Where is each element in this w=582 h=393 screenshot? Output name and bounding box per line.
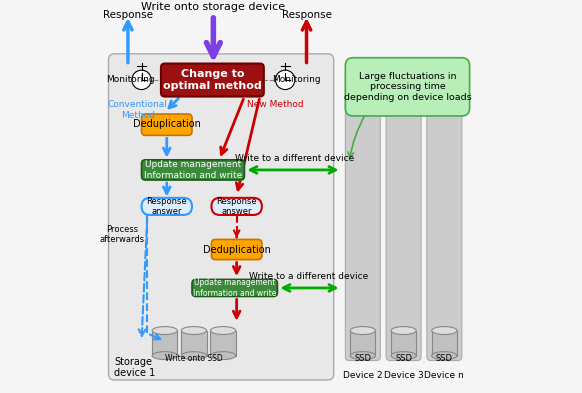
FancyBboxPatch shape <box>427 70 462 360</box>
FancyBboxPatch shape <box>141 198 192 215</box>
Text: Write onto SSD: Write onto SSD <box>165 354 223 363</box>
Text: Device 3: Device 3 <box>384 371 424 380</box>
Text: Write onto storage device: Write onto storage device <box>141 2 285 12</box>
FancyBboxPatch shape <box>211 331 236 356</box>
Text: Monitoring: Monitoring <box>106 75 154 84</box>
FancyBboxPatch shape <box>192 279 278 296</box>
Text: Write to a different device: Write to a different device <box>235 154 354 163</box>
Ellipse shape <box>211 327 236 334</box>
Text: SSD: SSD <box>395 354 412 363</box>
Text: Large fluctuations in
processing time
depending on device loads: Large fluctuations in processing time de… <box>343 72 471 102</box>
FancyBboxPatch shape <box>345 70 380 360</box>
Text: Response
answer: Response answer <box>217 197 257 216</box>
Circle shape <box>275 70 295 90</box>
Text: Device n: Device n <box>424 371 464 380</box>
Text: Write to a different device: Write to a different device <box>249 272 368 281</box>
Text: Response: Response <box>103 10 153 20</box>
Ellipse shape <box>391 327 416 334</box>
FancyBboxPatch shape <box>182 331 207 356</box>
Text: SSD: SSD <box>354 354 371 363</box>
FancyBboxPatch shape <box>211 239 262 260</box>
FancyBboxPatch shape <box>350 331 375 356</box>
Text: Device 2: Device 2 <box>343 371 382 380</box>
Ellipse shape <box>152 352 178 360</box>
Circle shape <box>132 70 151 90</box>
FancyBboxPatch shape <box>432 331 457 356</box>
FancyBboxPatch shape <box>141 160 244 180</box>
Text: Deduplication: Deduplication <box>133 119 201 130</box>
Text: Deduplication: Deduplication <box>203 244 271 255</box>
Text: Storage
device 1: Storage device 1 <box>114 357 155 378</box>
Text: Response: Response <box>282 10 332 20</box>
FancyBboxPatch shape <box>391 331 416 356</box>
Text: New Method: New Method <box>247 101 304 109</box>
Ellipse shape <box>432 352 457 360</box>
Text: Monitoring: Monitoring <box>272 75 321 84</box>
Text: Update management
Information and write: Update management Information and write <box>193 278 276 298</box>
Ellipse shape <box>211 352 236 360</box>
Ellipse shape <box>432 327 457 334</box>
FancyBboxPatch shape <box>141 114 192 135</box>
Text: Response
answer: Response answer <box>147 197 187 216</box>
Text: SSD: SSD <box>436 354 453 363</box>
FancyBboxPatch shape <box>345 58 470 116</box>
Ellipse shape <box>350 327 375 334</box>
Ellipse shape <box>391 352 416 360</box>
Ellipse shape <box>350 352 375 360</box>
FancyBboxPatch shape <box>211 198 262 215</box>
Text: Conventional
Method: Conventional Method <box>108 101 168 120</box>
FancyBboxPatch shape <box>108 54 333 380</box>
Ellipse shape <box>182 327 207 334</box>
FancyBboxPatch shape <box>152 331 178 356</box>
FancyBboxPatch shape <box>161 64 264 97</box>
FancyBboxPatch shape <box>386 70 421 360</box>
Ellipse shape <box>152 327 178 334</box>
Text: Change to
optimal method: Change to optimal method <box>163 69 262 91</box>
Ellipse shape <box>182 352 207 360</box>
Text: Process
afterwards: Process afterwards <box>100 225 145 244</box>
Text: Update management
Information and write: Update management Information and write <box>144 160 242 180</box>
